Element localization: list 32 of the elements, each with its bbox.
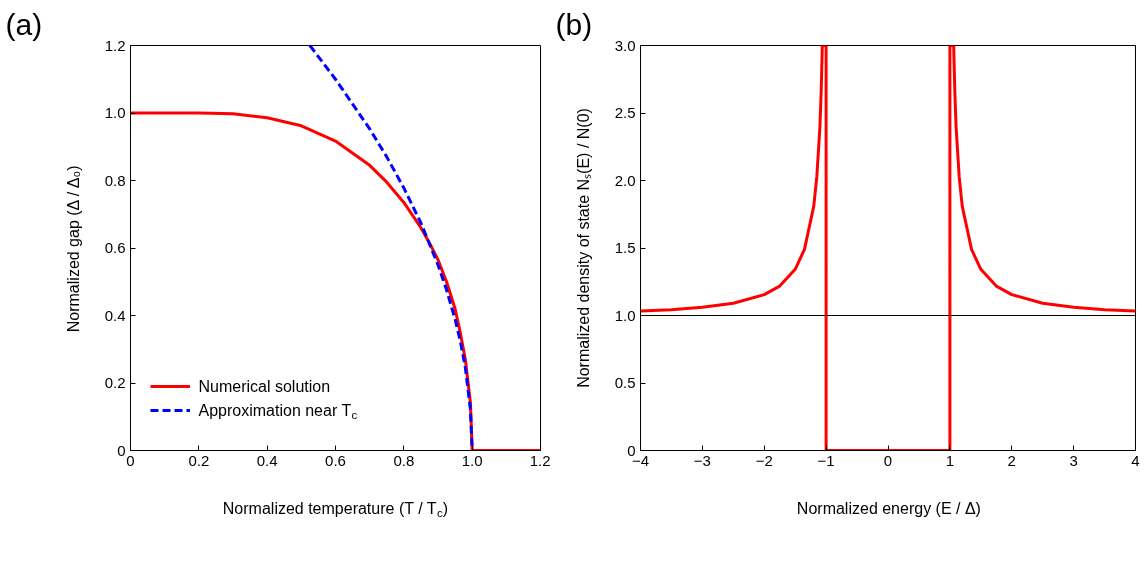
y-tick-label: 0.8 (104, 171, 126, 189)
x-tick-label: 4 (1131, 451, 1140, 469)
x-tick-label: 2 (1007, 451, 1016, 469)
y-tick-label: 1.0 (614, 306, 636, 324)
x-tick-label: 1.2 (529, 451, 551, 469)
x-axis-title: Normalized energy (E / Δ) (796, 500, 981, 517)
y-tick-label: 1.0 (104, 104, 126, 121)
x-tick-label: −1 (817, 451, 835, 469)
y-axis-title: Normalized density of state Nₛ(E) / N(0) (574, 108, 592, 388)
chart-title: (b) (555, 7, 593, 41)
x-tick-label: 1.0 (461, 451, 483, 469)
x-tick-label: 0.8 (393, 451, 415, 469)
x-tick-label: 0 (883, 451, 893, 469)
x-tick-label: 0.6 (325, 451, 346, 469)
x-tick-label: 3 (1069, 451, 1078, 469)
y-tick-label: 0.2 (104, 374, 126, 391)
x-tick-label: 1 (945, 451, 955, 469)
legend-label: Numerical solution (198, 378, 331, 395)
chart-title: (a) (5, 7, 43, 41)
y-tick-label: 1.5 (614, 239, 636, 256)
y-tick-label: 2.0 (614, 171, 636, 189)
y-axis-title: Normalized gap (Δ / Δ₀) (64, 165, 82, 333)
y-tick-label: 3.0 (614, 36, 636, 54)
y-tick-label: 0.5 (614, 374, 636, 391)
x-tick-label: −3 (693, 451, 711, 469)
x-tick-label: −2 (755, 451, 773, 469)
y-tick-label: 0.4 (104, 306, 126, 324)
y-tick-label: 0.6 (104, 239, 126, 256)
x-tick-label: 0.4 (256, 451, 278, 469)
y-tick-label: 1.2 (104, 36, 126, 54)
x-tick-label: 0.2 (188, 451, 210, 469)
y-tick-label: 2.5 (614, 104, 636, 121)
